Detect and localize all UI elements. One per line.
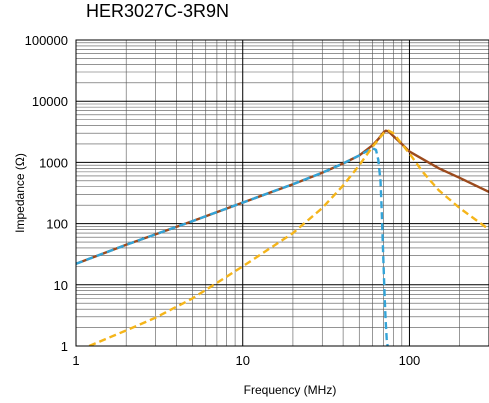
y-tick-label: 100 <box>46 217 68 232</box>
series-line-3 <box>88 129 489 346</box>
y-tick-label: 1 <box>61 339 68 354</box>
y-tick-label: 10000 <box>32 94 68 109</box>
series-layer <box>76 129 489 346</box>
x-tick-label: 100 <box>399 353 421 368</box>
x-tick-labels: 1 10 100 <box>72 353 420 368</box>
y-tick-label: 1000 <box>39 155 68 170</box>
y-tick-label: 10 <box>54 278 68 293</box>
x-tick-label: 1 <box>72 353 79 368</box>
y-axis-label: Impedance (Ω) <box>13 153 27 233</box>
series-line-2 <box>76 147 389 346</box>
plot-frame <box>75 39 489 347</box>
grid-minor <box>76 40 489 346</box>
x-axis-label: Frequency (MHz) <box>244 383 337 397</box>
x-tick-label: 10 <box>235 353 249 368</box>
chart-title: HER3027C-3R9N <box>86 1 229 21</box>
series-line-1 <box>76 129 489 265</box>
y-tick-labels: 1 10 100 1000 10000 100000 <box>25 33 68 354</box>
grid-major <box>75 39 489 347</box>
y-tick-label: 100000 <box>25 33 68 48</box>
